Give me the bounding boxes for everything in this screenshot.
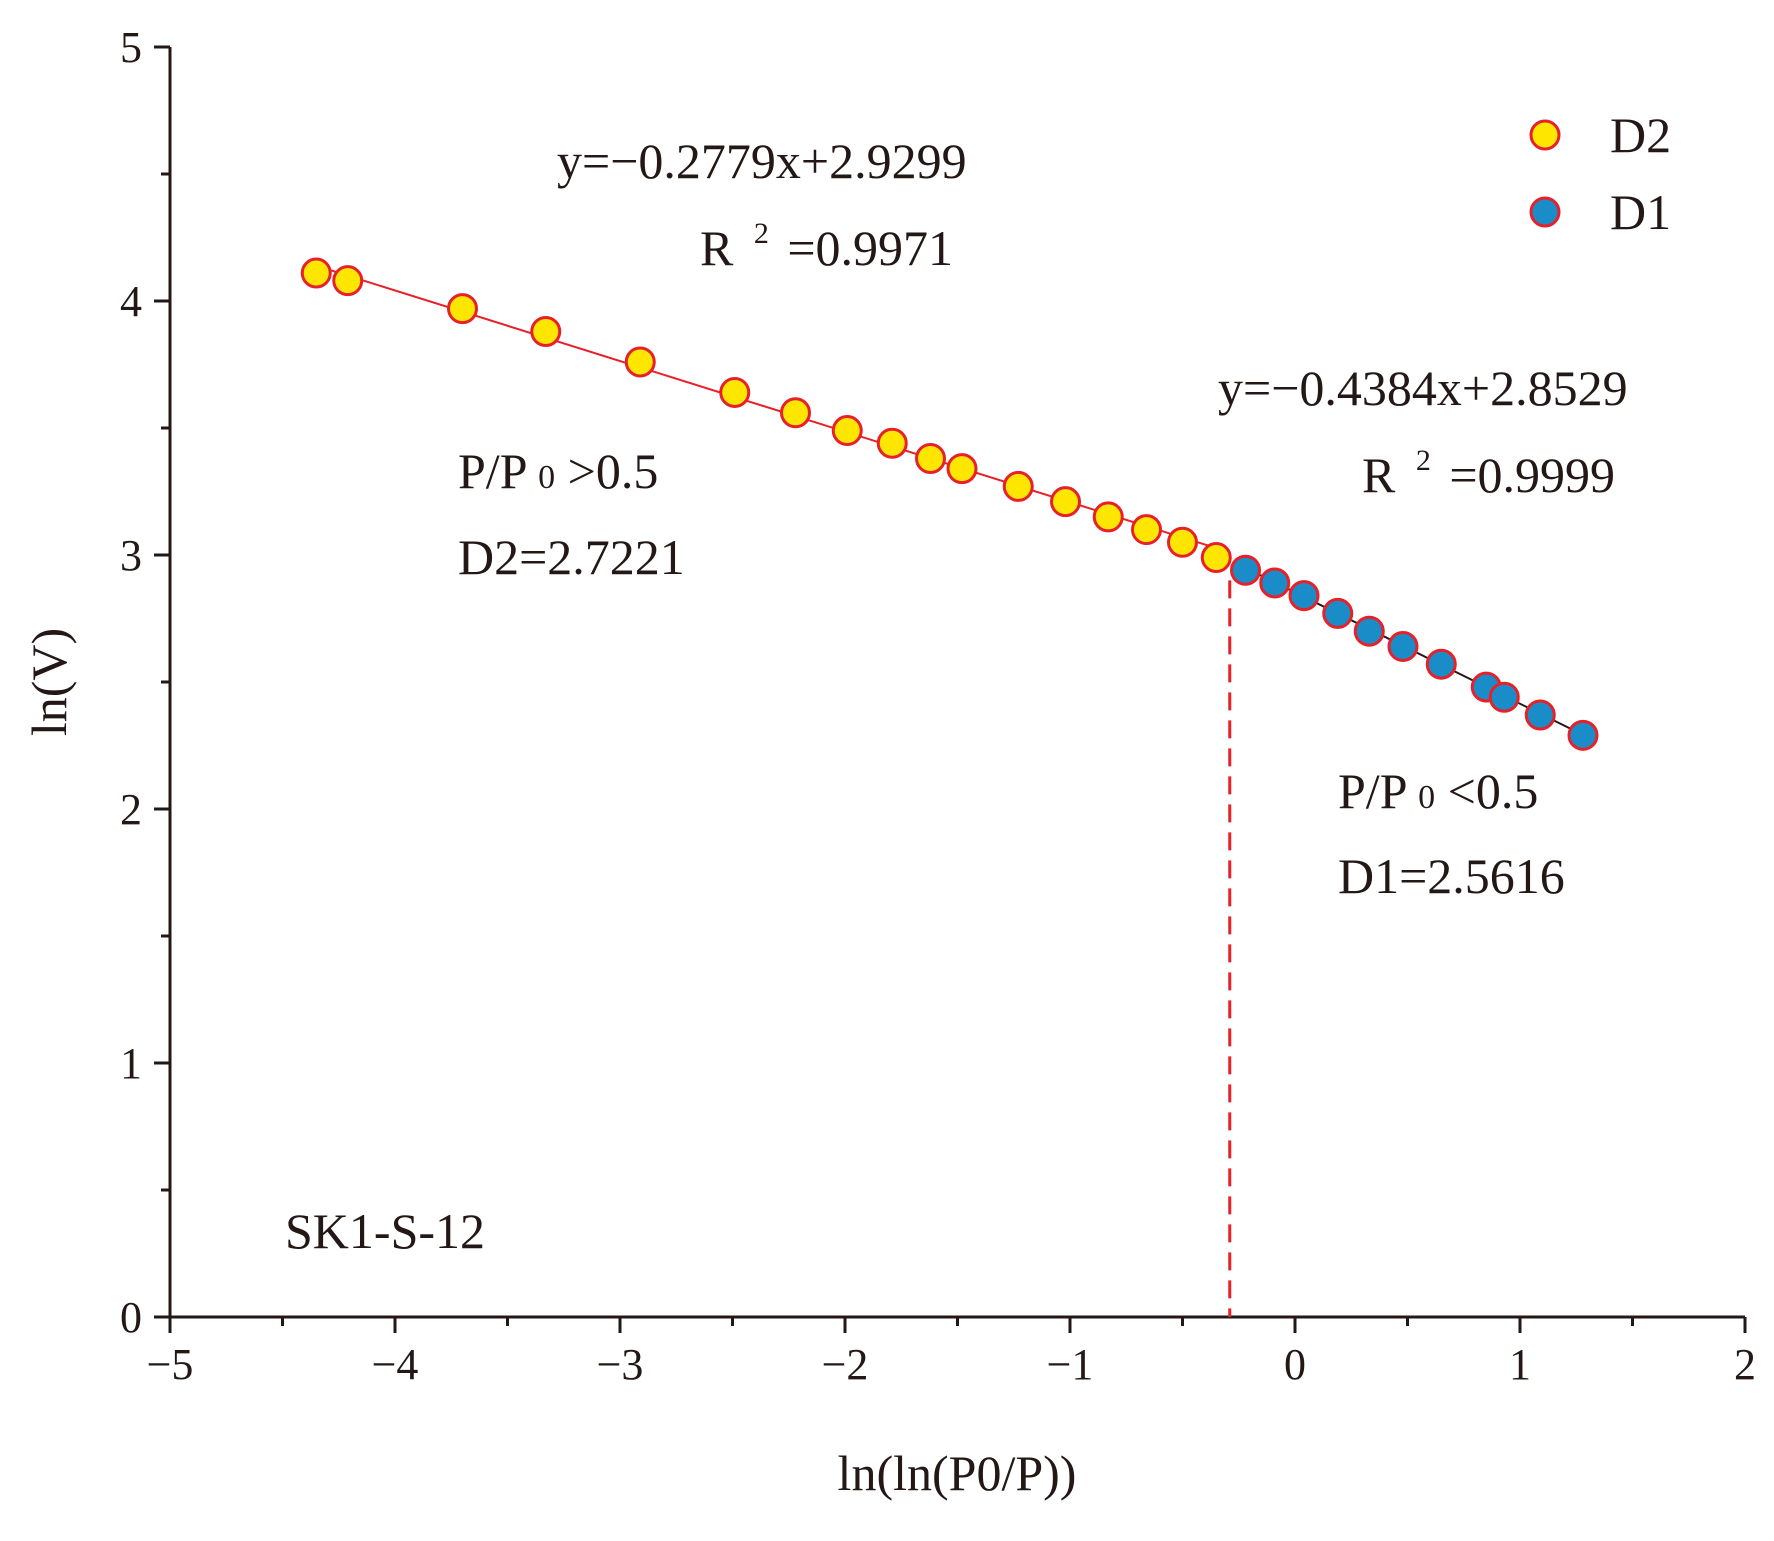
legend-marker-d1: [1529, 196, 1561, 228]
d2-r2-sup: 2: [754, 217, 769, 250]
y-axis-title: ln(V): [21, 628, 77, 736]
point-d2: [332, 265, 364, 297]
point-d1: [1353, 615, 1385, 647]
point-d2: [447, 293, 478, 325]
point-d2: [1131, 514, 1162, 546]
legend-label-d2: D2: [1610, 107, 1671, 163]
point-d2: [1167, 526, 1198, 558]
d2-equation: y=−0.2779x+2.9299: [557, 133, 967, 189]
point-d2: [915, 442, 946, 474]
point-d1: [1488, 681, 1520, 713]
d1-range-suffix: <0.5: [1448, 763, 1539, 819]
y-tick-label: 1: [120, 1039, 142, 1088]
x-tick-label: −2: [822, 1340, 869, 1389]
point-d1: [1288, 580, 1320, 612]
x-tick-label: −1: [1047, 1340, 1094, 1389]
d1-r2-sup: 2: [1416, 444, 1431, 477]
x-tick-label: −4: [372, 1340, 419, 1389]
x-tick-label: 2: [1734, 1340, 1756, 1389]
sample-label: SK1-S-12: [285, 1203, 485, 1259]
point-d1: [1425, 648, 1457, 680]
d2-range-sub: 0: [538, 459, 555, 496]
point-d1: [1567, 719, 1599, 751]
point-d2: [1002, 470, 1034, 502]
y-tick-label: 4: [120, 277, 142, 326]
point-d2: [946, 453, 978, 485]
axes: [168, 47, 1745, 1319]
d1-range-label: P/P 0 <0.5: [1338, 763, 1538, 819]
d2-range-prefix: P/P: [458, 443, 526, 499]
point-d2: [530, 315, 562, 347]
d2-r-squared: R 2 =0.9971: [700, 198, 953, 276]
d1-r2-label: R: [1362, 447, 1396, 503]
point-d1: [1230, 554, 1261, 586]
y-ticks: 0 1 2 3 4 5: [120, 23, 170, 1342]
legend-marker-d2: [1529, 119, 1561, 151]
point-d2: [1200, 542, 1232, 574]
d1-range-prefix: P/P: [1338, 763, 1406, 819]
point-d2: [1092, 501, 1124, 533]
d2-range-suffix: >0.5: [568, 443, 659, 499]
d2-r2-label: R: [700, 220, 734, 276]
d2-r2-value: =0.9971: [787, 220, 953, 276]
x-ticks: −5 −4 −3 −2 −1 0 1 2: [147, 1317, 1756, 1389]
y-tick-label: 5: [120, 23, 142, 72]
data-points: [300, 257, 1599, 751]
d1-dimension-value: D1=2.5616: [1338, 848, 1565, 904]
d1-r2-value: =0.9999: [1449, 447, 1615, 503]
point-d2: [780, 397, 811, 429]
point-d1: [1322, 597, 1354, 629]
d2-dimension-value: D2=2.7221: [458, 529, 685, 585]
x-tick-label: 0: [1284, 1340, 1306, 1389]
point-d1: [1259, 567, 1291, 599]
x-tick-label: 1: [1509, 1340, 1531, 1389]
y-tick-label: 3: [120, 531, 142, 580]
point-d2: [719, 376, 751, 408]
point-d2: [1050, 486, 1081, 518]
legend: D2 D1: [1529, 107, 1671, 240]
d1-equation: y=−0.4384x+2.8529: [1218, 360, 1628, 416]
y-tick-label: 2: [120, 785, 142, 834]
point-d2: [624, 346, 656, 378]
annotations: y=−0.2779x+2.9299 R 2 =0.9971 y=−0.4384x…: [285, 133, 1628, 1259]
x-tick-label: −3: [597, 1340, 644, 1389]
point-d2: [876, 427, 908, 459]
legend-label-d1: D1: [1610, 184, 1671, 240]
point-d2: [831, 415, 863, 447]
d1-range-sub: 0: [1418, 779, 1435, 816]
x-tick-label: −5: [147, 1340, 194, 1389]
x-axis-title: ln(ln(P0/P)): [838, 1445, 1077, 1501]
y-tick-label: 0: [120, 1293, 142, 1342]
point-d1: [1387, 630, 1419, 662]
d1-r-squared: R 2 =0.9999: [1362, 425, 1615, 503]
point-d1: [1524, 699, 1556, 731]
point-d2: [300, 257, 332, 289]
d2-range-label: P/P 0 >0.5: [458, 443, 658, 499]
